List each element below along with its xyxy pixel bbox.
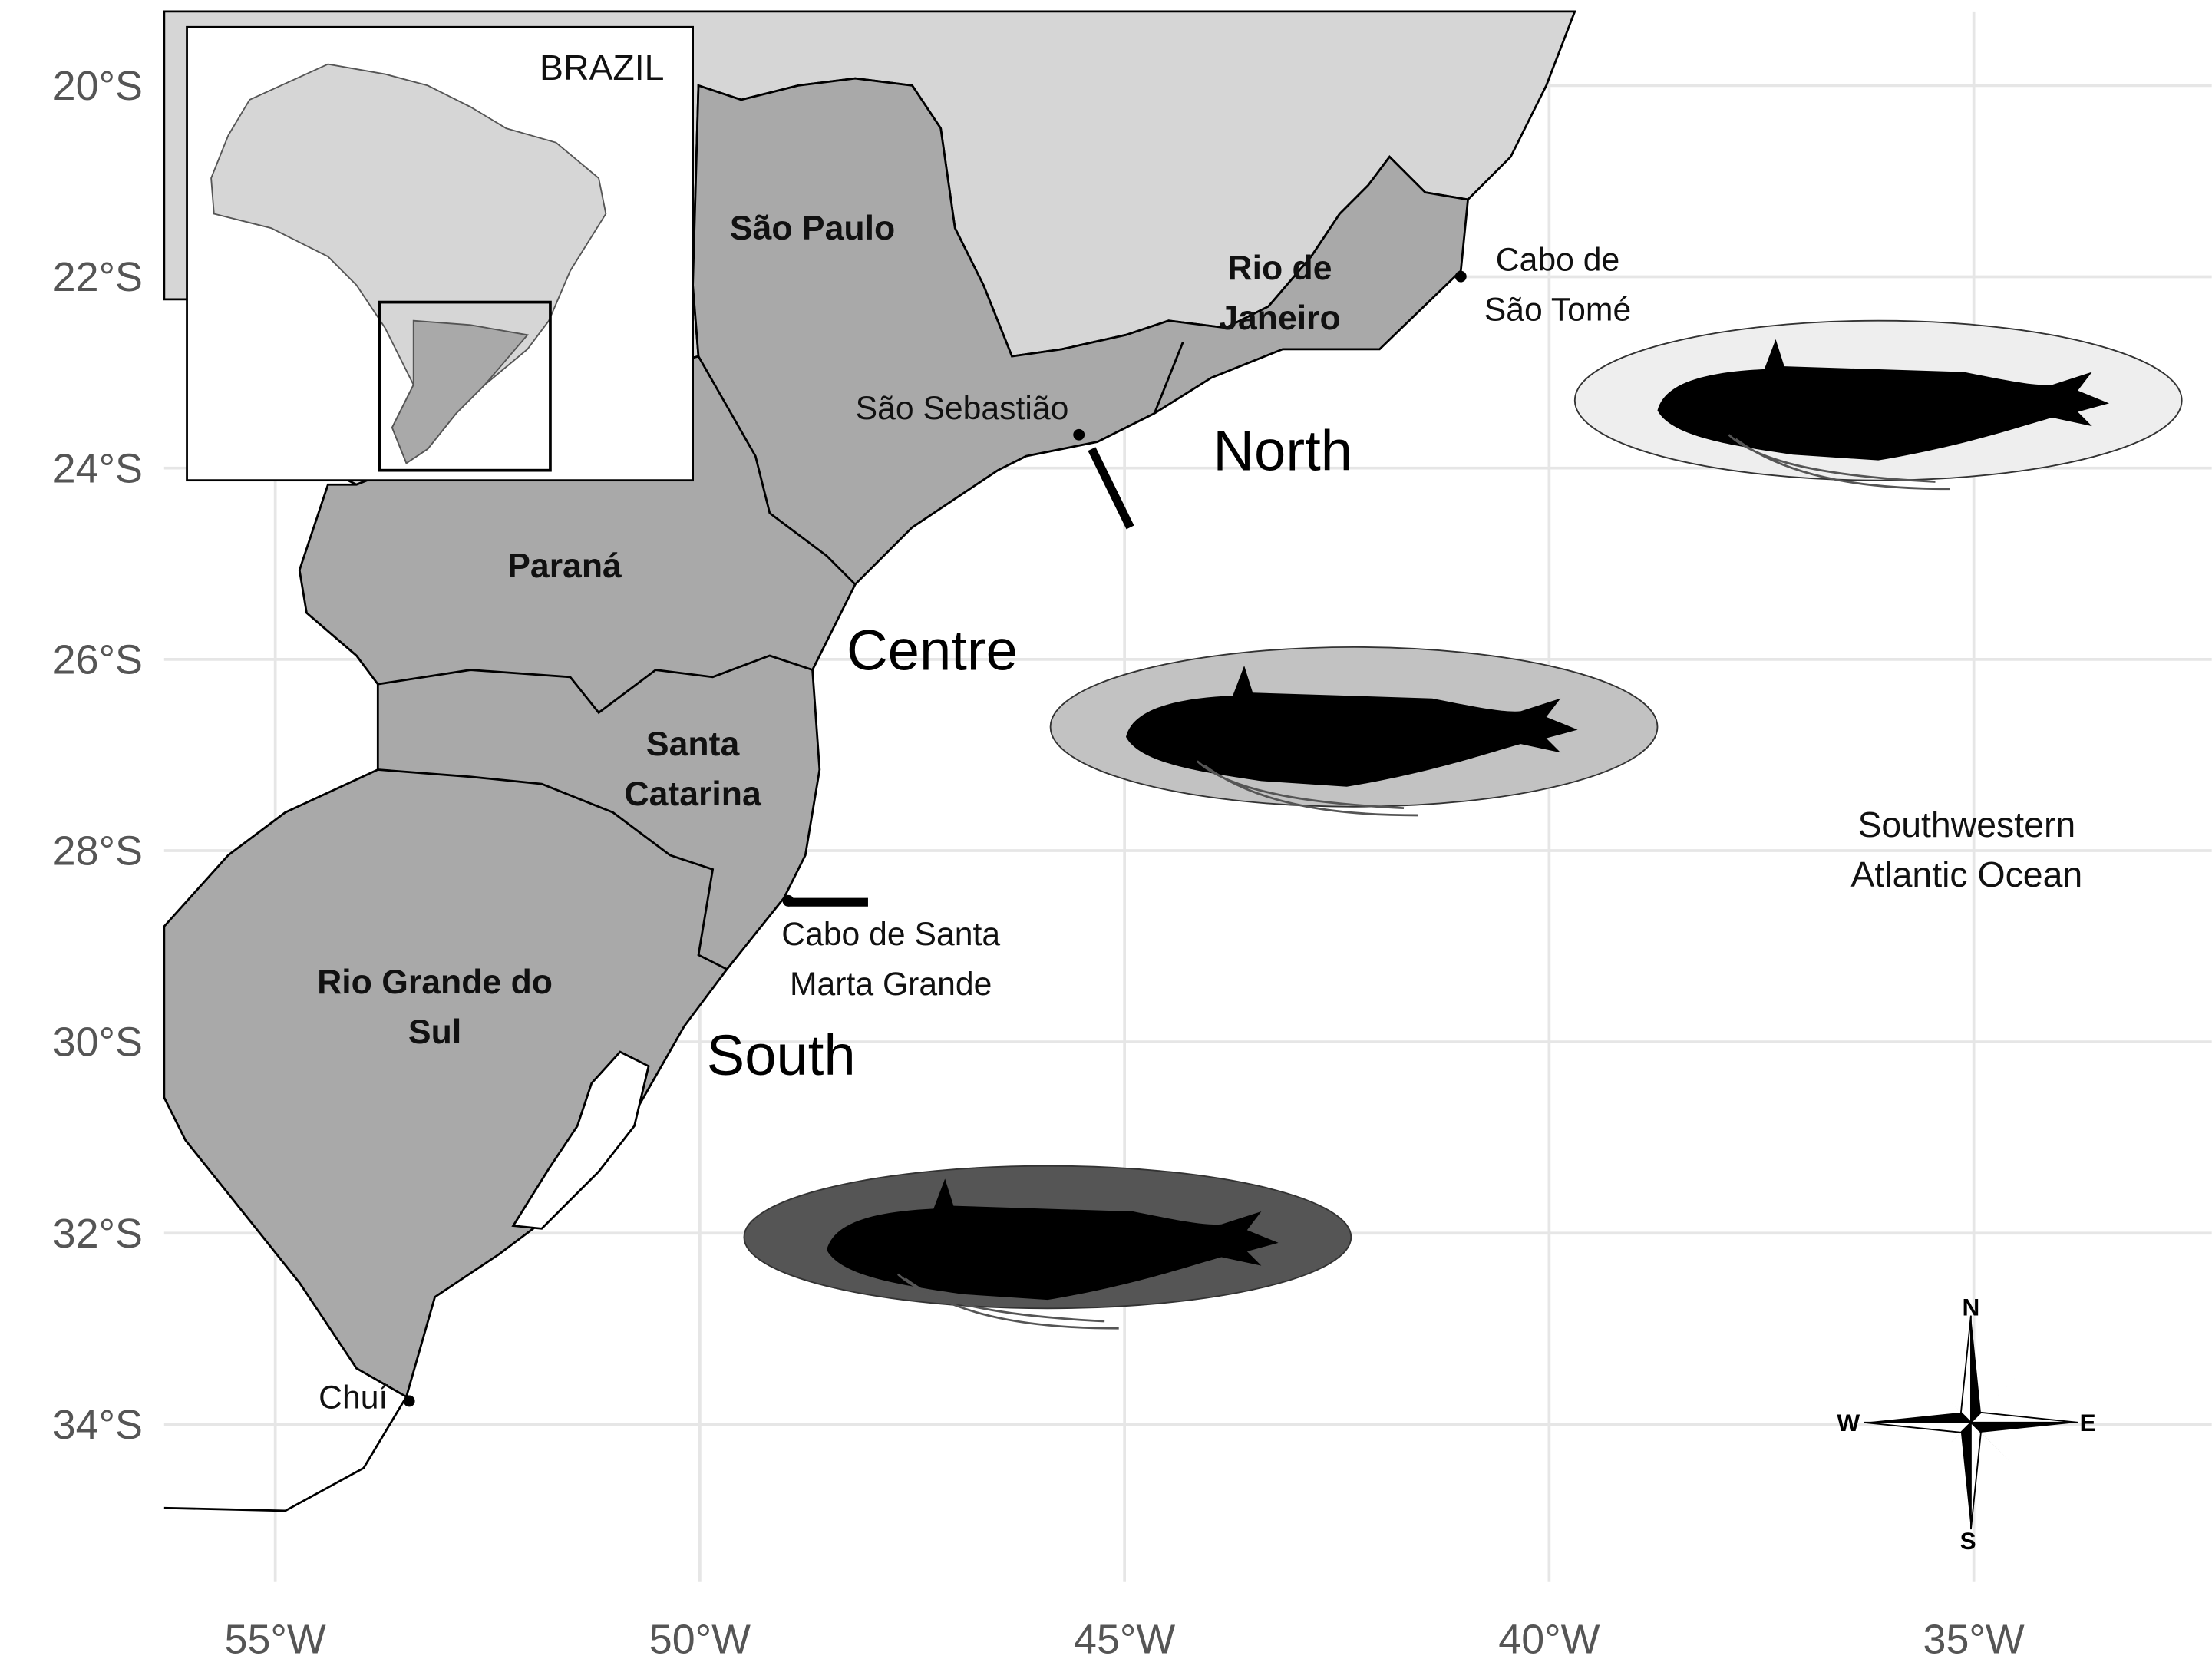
place-label: Marta Grande [790, 966, 992, 1003]
ocean-label: Atlantic Ocean [1850, 854, 2082, 894]
state-label: Sul [408, 1013, 461, 1051]
place-label: São Tomé [1484, 292, 1631, 329]
state-label: Rio de [1227, 250, 1332, 287]
lon-tick-label: 45°W [1074, 1617, 1175, 1663]
state-label: Paraná [507, 547, 622, 585]
state-label: Santa [646, 725, 741, 763]
state-label: Catarina [624, 775, 761, 813]
lat-tick-label: 34°S [53, 1402, 143, 1448]
lat-tick-label: 22°S [53, 254, 143, 300]
inset-title: BRAZIL [540, 48, 664, 88]
compass-rose [1864, 1315, 2078, 1530]
lat-tick-label: 28°S [53, 828, 143, 874]
region-label: North [1213, 419, 1352, 483]
lat-tick-label: 26°S [53, 636, 143, 683]
place-label: Chuí [319, 1379, 388, 1416]
compass-letter: S [1960, 1527, 1976, 1555]
state-label: Janeiro [1219, 299, 1340, 337]
compass-letter: W [1837, 1409, 1860, 1436]
lagoon [511, 1050, 650, 1230]
lon-tick-label: 40°W [1498, 1617, 1600, 1663]
lon-tick-label: 50°W [649, 1617, 751, 1663]
state-label: São Paulo [730, 210, 895, 247]
lat-tick-label: 30°S [53, 1020, 143, 1066]
region-label: Centre [847, 619, 1018, 683]
ocean-label: Southwestern [1857, 805, 2075, 844]
place-label: Cabo de Santa [781, 916, 1000, 953]
inset-map [186, 25, 694, 482]
lat-tick-label: 24°S [53, 445, 143, 491]
state-borders [163, 342, 1184, 1512]
place-dots [403, 270, 1467, 1407]
lon-tick-label: 35°W [1923, 1617, 2025, 1663]
place-label: Cabo de [1496, 242, 1619, 279]
compass-letter: N [1963, 1294, 1980, 1321]
lat-tick-label: 20°S [53, 63, 143, 109]
state-label: Rio Grande do [317, 963, 553, 1001]
place-label: São Sebastião [856, 390, 1069, 427]
north-boundary [1088, 447, 1134, 530]
compass-letter: E [2080, 1409, 2096, 1436]
lat-tick-label: 32°S [53, 1211, 143, 1257]
lon-tick-label: 55°W [225, 1617, 326, 1663]
region-label: South [707, 1023, 856, 1087]
